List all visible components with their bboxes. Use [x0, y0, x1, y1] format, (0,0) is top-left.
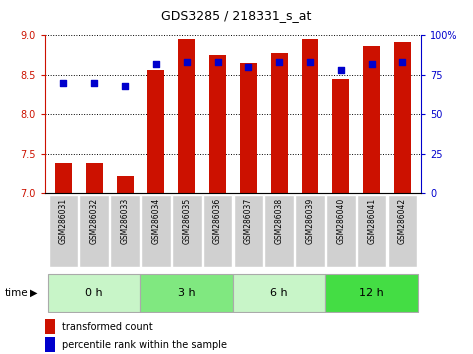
Bar — [363, 46, 380, 193]
Bar — [178, 39, 195, 193]
FancyBboxPatch shape — [203, 195, 232, 267]
Point — [90, 80, 98, 85]
Text: GSM286041: GSM286041 — [367, 198, 376, 244]
Bar — [240, 63, 257, 193]
Point — [121, 83, 129, 88]
FancyBboxPatch shape — [325, 274, 418, 312]
Bar — [117, 176, 133, 193]
Text: 0 h: 0 h — [86, 288, 103, 298]
Bar — [394, 42, 411, 193]
FancyBboxPatch shape — [295, 195, 325, 267]
Text: GSM286031: GSM286031 — [59, 198, 68, 244]
FancyBboxPatch shape — [172, 195, 201, 267]
Point — [214, 59, 221, 65]
Point — [152, 61, 160, 67]
Text: GDS3285 / 218331_s_at: GDS3285 / 218331_s_at — [161, 9, 312, 22]
FancyBboxPatch shape — [234, 195, 263, 267]
Text: 12 h: 12 h — [359, 288, 384, 298]
Bar — [86, 163, 103, 193]
Bar — [209, 55, 226, 193]
FancyBboxPatch shape — [264, 195, 294, 267]
Text: GSM286040: GSM286040 — [336, 198, 345, 244]
Text: GSM286036: GSM286036 — [213, 198, 222, 244]
Point — [275, 59, 283, 65]
Text: GSM286039: GSM286039 — [306, 198, 315, 244]
Bar — [55, 163, 72, 193]
FancyBboxPatch shape — [48, 274, 140, 312]
Point — [60, 80, 67, 85]
Text: GSM286038: GSM286038 — [275, 198, 284, 244]
Point — [337, 67, 345, 73]
Text: 6 h: 6 h — [271, 288, 288, 298]
Bar — [301, 39, 318, 193]
Bar — [148, 70, 165, 193]
Text: GSM286033: GSM286033 — [121, 198, 130, 244]
Text: time: time — [5, 288, 28, 298]
FancyBboxPatch shape — [110, 195, 140, 267]
Text: transformed count: transformed count — [62, 322, 153, 332]
Bar — [271, 53, 288, 193]
Bar — [45, 337, 55, 352]
Point — [368, 61, 376, 67]
FancyBboxPatch shape — [140, 274, 233, 312]
Point — [183, 59, 191, 65]
Text: ▶: ▶ — [30, 288, 37, 298]
Text: 3 h: 3 h — [178, 288, 195, 298]
Bar — [333, 79, 349, 193]
Text: percentile rank within the sample: percentile rank within the sample — [62, 340, 227, 350]
Point — [399, 59, 406, 65]
Text: GSM286034: GSM286034 — [151, 198, 160, 244]
Point — [245, 64, 252, 70]
FancyBboxPatch shape — [326, 195, 356, 267]
Text: GSM286042: GSM286042 — [398, 198, 407, 244]
Bar — [45, 319, 55, 334]
FancyBboxPatch shape — [49, 195, 78, 267]
Text: GSM286032: GSM286032 — [90, 198, 99, 244]
Text: GSM286035: GSM286035 — [182, 198, 191, 244]
Text: GSM286037: GSM286037 — [244, 198, 253, 244]
FancyBboxPatch shape — [141, 195, 171, 267]
FancyBboxPatch shape — [388, 195, 417, 267]
FancyBboxPatch shape — [79, 195, 109, 267]
FancyBboxPatch shape — [357, 195, 386, 267]
Point — [306, 59, 314, 65]
FancyBboxPatch shape — [233, 274, 325, 312]
